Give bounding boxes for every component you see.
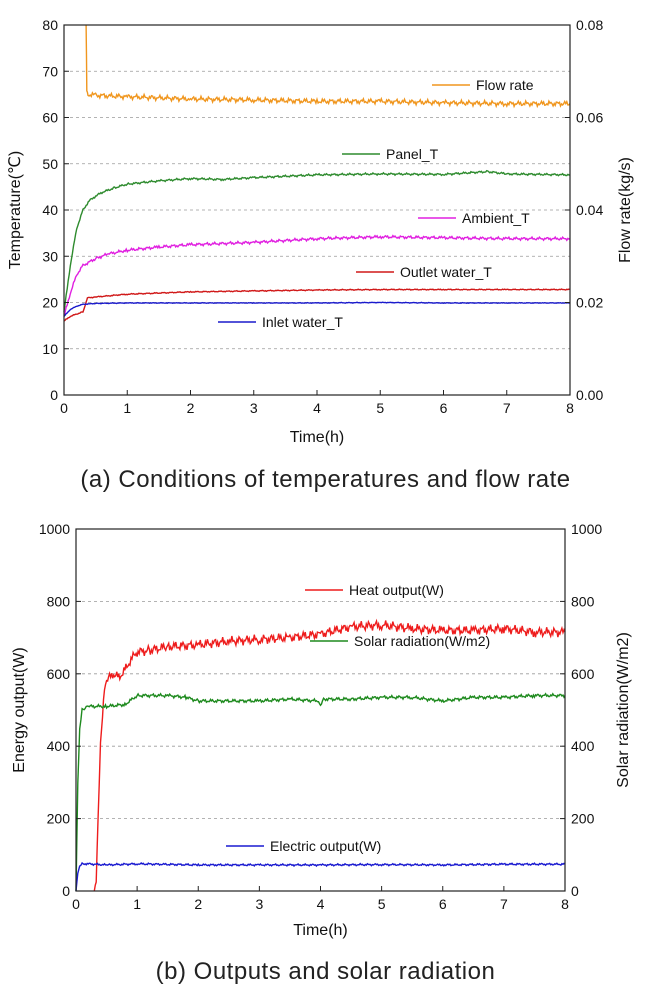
- chart-a-series-outlet-water-t: [63, 288, 571, 322]
- chart-b-x-tick-label: 0: [72, 896, 80, 912]
- chart-a-x-axis-label: Time(h): [290, 429, 345, 446]
- chart-a-y-left-tick-label: 10: [42, 341, 58, 357]
- chart-b-y-right-tick-label: 0: [571, 883, 579, 899]
- chart-a-y-right-tick-label: 0.06: [576, 110, 603, 126]
- chart-a-x-tick-label: 1: [123, 400, 131, 416]
- chart-a-x-tick-label: 0: [60, 400, 68, 416]
- chart-b-x-tick-label: 4: [317, 896, 325, 912]
- chart-a-y-left-tick-label: 70: [42, 63, 58, 79]
- chart-a-series-inlet-water-t: [63, 301, 570, 317]
- chart-b-x-tick-label: 5: [378, 896, 386, 912]
- chart-a-legend-label: Flow rate: [476, 77, 534, 93]
- chart-b-y-right-tick-label: 200: [571, 811, 595, 827]
- chart-b-y-right-axis-label: Solar radiation(W/m2): [615, 632, 632, 788]
- chart-a-y-right-tick-label: 0.00: [576, 387, 603, 403]
- chart-b-y-left-tick-label: 0: [62, 883, 70, 899]
- chart-b-y-left-axis-label: Energy output(W): [11, 647, 28, 772]
- chart-b-x-tick-label: 2: [194, 896, 202, 912]
- chart-b-legend-label: Electric output(W): [270, 838, 381, 854]
- chart-a-y-left-tick-label: 40: [42, 202, 58, 218]
- chart-a-y-left-tick-label: 0: [50, 387, 58, 403]
- chart-a-y-right-tick-label: 0.08: [576, 17, 603, 33]
- chart-a-legend-label: Inlet water_T: [262, 314, 343, 330]
- chart-b-y-right-tick-label: 400: [571, 738, 595, 754]
- caption-b: (b) Outputs and solar radiation: [155, 958, 496, 985]
- caption-a: (a) Conditions of temperatures and flow …: [80, 466, 571, 493]
- chart-b-series-electric-output-w-: [75, 861, 566, 892]
- chart-a-y-right-tick-label: 0.04: [576, 202, 603, 218]
- chart-b-y-right-tick-label: 600: [571, 666, 595, 682]
- chart-a-x-tick-label: 2: [187, 400, 195, 416]
- chart-a-y-left-tick-label: 50: [42, 156, 58, 172]
- chart-b-x-tick-label: 3: [255, 896, 263, 912]
- chart-a-x-tick-label: 3: [250, 400, 258, 416]
- chart-a-y-left-tick-label: 80: [42, 17, 58, 33]
- chart-a-x-tick-label: 8: [566, 400, 574, 416]
- chart-a-y-left-tick-label: 60: [42, 110, 58, 126]
- chart-a-y-left-tick-label: 20: [42, 295, 58, 311]
- chart-b-y-left-tick-label: 400: [47, 738, 71, 754]
- chart-a-y-left-tick-label: 30: [42, 248, 58, 264]
- chart-a-x-tick-label: 4: [313, 400, 321, 416]
- chart-a-legend-label: Ambient_T: [462, 210, 530, 226]
- chart-b-y-left-tick-label: 200: [47, 811, 71, 827]
- chart-b-x-tick-label: 8: [561, 896, 569, 912]
- chart-a-series-ambient-t: [63, 234, 571, 317]
- chart-b-series-heat-output-w-: [93, 618, 566, 892]
- chart-b-plot-frame: [75, 528, 566, 892]
- chart-b-y-right-tick-label: 800: [571, 593, 595, 609]
- chart-b-y-left-tick-label: 1000: [39, 521, 70, 537]
- chart-a-series-panel-t: [63, 169, 571, 312]
- chart-a-y-right-axis-label: Flow rate(kg/s): [617, 157, 634, 263]
- chart-b-y-left-tick-label: 800: [47, 593, 71, 609]
- chart-a-x-tick-label: 5: [376, 400, 384, 416]
- chart-b-x-tick-label: 1: [133, 896, 141, 912]
- chart-a-legend-label: Panel_T: [386, 146, 439, 162]
- chart-b-series-solar-radiation-w-m2-: [75, 692, 566, 892]
- chart-a-y-right-tick-label: 0.02: [576, 295, 603, 311]
- chart-b-legend-label: Heat output(W): [349, 582, 444, 598]
- chart-b-x-tick-label: 7: [500, 896, 508, 912]
- chart-a-x-tick-label: 7: [503, 400, 511, 416]
- chart-b-y-right-tick-label: 1000: [571, 521, 602, 537]
- chart-a-legend-label: Outlet water_T: [400, 264, 492, 280]
- chart-a-series-flow-rate: [85, 24, 571, 109]
- chart-b-x-axis-label: Time(h): [293, 922, 348, 939]
- chart-b-legend-label: Solar radiation(W/m2): [354, 633, 490, 649]
- chart-a-x-tick-label: 6: [440, 400, 448, 416]
- chart-a-y-left-axis-label: Temperature(℃): [7, 151, 24, 269]
- chart-b-y-left-tick-label: 600: [47, 666, 71, 682]
- chart-b-x-tick-label: 6: [439, 896, 447, 912]
